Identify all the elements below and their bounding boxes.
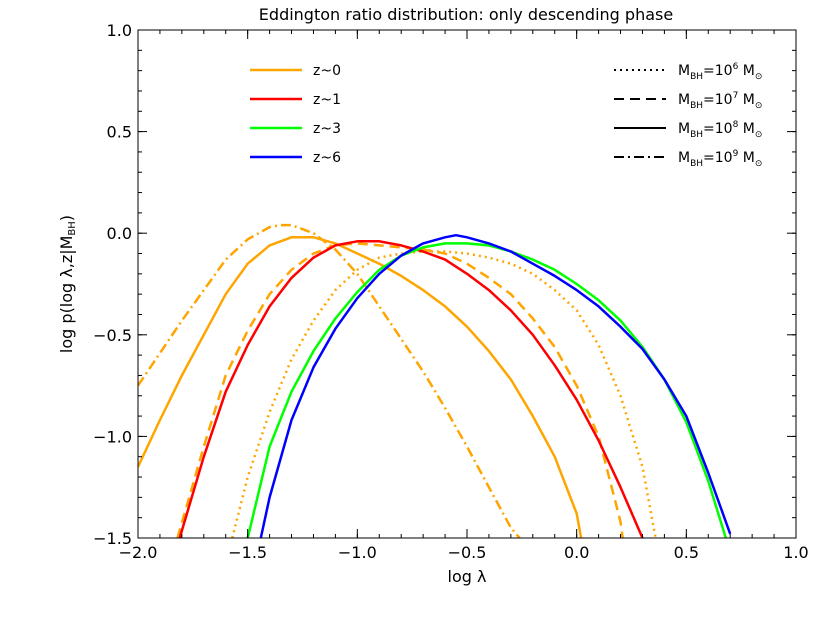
y-axis-label: log p(log λ,z|MBH) [57,215,78,353]
legend-label: z~3 [313,121,341,137]
y-axis-label-sub: BH [67,221,78,235]
legend-label: MBH=108 M⊙ [678,120,762,140]
y-tick-label: 1.0 [107,21,132,40]
x-tick-label: 0.5 [674,543,699,562]
series-line-z0-109 [138,223,521,538]
x-tick-label: −0.5 [448,543,487,562]
legend-label: MBH=107 M⊙ [678,91,762,111]
x-tick-label: 0.0 [564,543,589,562]
legend-redshift: z~0 z~1 z~3 z~6 [250,63,341,166]
series-line-z0-108 [138,236,583,538]
series-line-z1-108 [178,240,644,538]
x-tick-label: −1.5 [228,543,267,562]
y-axis-label-main: log p(log λ,z|M [57,236,76,354]
series-line-z0-106 [231,250,657,538]
y-tick-label: 0.5 [107,123,132,142]
y-tick-label: −1.5 [93,529,132,548]
legend-mass: MBH=106 M⊙ MBH=107 M⊙ MBH=108 M⊙ MBH=109 M⊙ [614,62,762,169]
legend-label: z~1 [313,92,341,108]
y-tick-label: 0.0 [107,224,132,243]
chart-title: Eddington ratio distribution: only desce… [259,5,673,24]
y-tick-label: −1.0 [93,427,132,446]
y-axis-label-close: ) [57,215,76,221]
legend-label: z~6 [313,150,341,166]
series-line-z0-107 [176,242,624,538]
legend-label: MBH=109 M⊙ [678,149,762,169]
x-axis: −2.0 −1.5 −1.0 −0.5 0.0 0.5 1.0 [119,30,809,562]
x-tick-label: 1.0 [783,543,808,562]
curves-layer [138,223,732,538]
y-axis: −1.5 −1.0 −0.5 0.0 0.5 1.0 [93,21,796,548]
x-tick-label: −1.0 [338,543,377,562]
series-line-z6-108 [259,233,732,538]
legend-label: z~0 [313,63,341,79]
x-tick-label: −2.0 [119,543,158,562]
x-axis-label: log λ [448,567,487,586]
y-tick-label: −0.5 [93,326,132,345]
legend-label: MBH=106 M⊙ [678,62,762,82]
